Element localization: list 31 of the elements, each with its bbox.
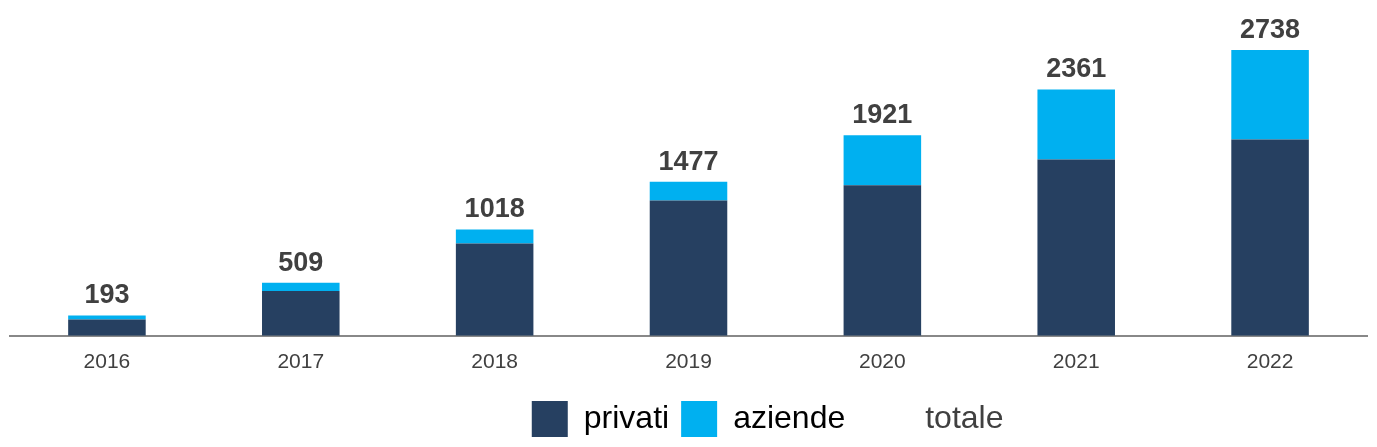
x-tick-label: 2016 xyxy=(83,349,131,373)
bar xyxy=(455,229,534,244)
x-tick-label: 2020 xyxy=(859,349,906,373)
x-tick-label: 2021 xyxy=(1052,349,1100,373)
bar xyxy=(649,181,728,201)
annotation: 2738 xyxy=(1240,13,1301,44)
annotation: 509 xyxy=(278,246,324,277)
bar xyxy=(262,290,340,336)
bar xyxy=(262,282,340,291)
bar xyxy=(843,185,922,336)
legend-label: privati xyxy=(583,398,670,435)
bar xyxy=(1231,50,1309,140)
bar xyxy=(68,315,146,320)
bar xyxy=(1231,139,1309,336)
bar xyxy=(455,243,534,336)
annotation: 2361 xyxy=(1046,53,1107,84)
annotation: 193 xyxy=(84,279,130,310)
x-tick-label: 2019 xyxy=(665,349,712,373)
legend-label: aziende xyxy=(733,398,846,435)
bar xyxy=(649,200,728,336)
text: totale xyxy=(925,398,1004,435)
x-tick-label: 2017 xyxy=(277,349,325,373)
bar xyxy=(68,319,146,336)
bar xyxy=(1037,159,1115,336)
bar xyxy=(1037,89,1115,160)
x-tick-label: 2018 xyxy=(471,349,518,373)
annotation: 1921 xyxy=(852,99,913,130)
annotation: 1018 xyxy=(464,193,525,224)
annotation: 1477 xyxy=(658,145,719,176)
x-tick-label: 2022 xyxy=(1246,349,1294,373)
bar xyxy=(843,135,922,186)
